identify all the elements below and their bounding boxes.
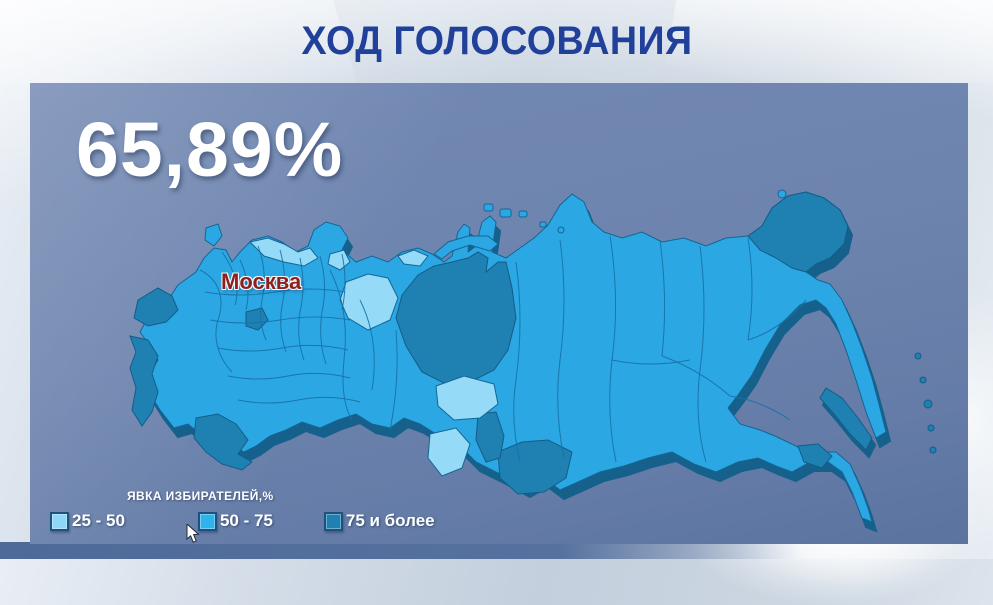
arctic-island — [539, 221, 547, 228]
region-caucasus — [193, 413, 253, 471]
region-nenets — [397, 249, 429, 267]
turnout-value: 65,89% — [76, 107, 344, 193]
city-label-moscow: Москва — [221, 269, 302, 294]
page-title: ХОД ГОЛОСОВАНИЯ — [300, 19, 693, 63]
region-moscow-area — [245, 307, 269, 331]
region-kurils — [914, 352, 922, 360]
legend-label: 75 и более — [345, 511, 435, 530]
arctic-island — [483, 203, 494, 212]
legend-swatch-dark — [323, 511, 343, 531]
region-urals-north — [395, 251, 517, 385]
region-kemerovo — [475, 411, 505, 463]
legend-label: 50 - 75 — [219, 511, 273, 530]
region-sakhalin — [819, 387, 873, 451]
region-mainland — [139, 191, 887, 523]
legend-title: ЯВКА ИЗБИРАТЕЛЕЙ,% — [127, 489, 274, 503]
arctic-island — [557, 226, 565, 234]
legend-item-50-75: 50 - 75 — [197, 511, 273, 531]
region-arkhangelsk — [249, 237, 319, 267]
legend-label: 25 - 50 — [72, 511, 125, 530]
arctic-island — [777, 189, 787, 199]
arctic-island — [518, 210, 528, 218]
region-novaya-zemlya — [433, 235, 499, 260]
arctic-island — [499, 208, 512, 218]
map-dark-regions — [129, 191, 937, 495]
region-novosibirsk — [435, 375, 499, 421]
region-kola-islet — [204, 223, 223, 247]
region-kurils — [919, 376, 927, 384]
region-kurils — [927, 424, 935, 432]
bottom-band — [0, 542, 800, 559]
region-kurils — [923, 399, 933, 409]
map-region-borders — [199, 235, 807, 463]
legend-swatch-mid — [197, 511, 217, 531]
mouse-cursor — [186, 524, 200, 543]
region-tuva — [497, 439, 573, 495]
header-band: ХОД ГОЛОСОВАНИЯ — [0, 0, 993, 83]
russia-turnout-map[interactable] — [0, 0, 993, 559]
map-land-layer — [139, 189, 887, 523]
legend-item-25-50: 25 - 50 — [50, 511, 125, 531]
region-jewish-ao — [797, 443, 833, 469]
region-north-small — [327, 249, 351, 271]
legend: 25 - 50 50 - 75 75 и более — [50, 511, 459, 531]
region-kurils — [929, 446, 937, 454]
legend-item-75-plus: 75 и более — [323, 511, 435, 531]
region-chukotka — [747, 191, 849, 273]
map-light-regions — [249, 237, 499, 477]
region-southwest-tip — [129, 335, 159, 427]
region-west-border — [133, 287, 179, 327]
legend-swatch-light — [50, 511, 69, 531]
region-altai — [427, 427, 471, 477]
